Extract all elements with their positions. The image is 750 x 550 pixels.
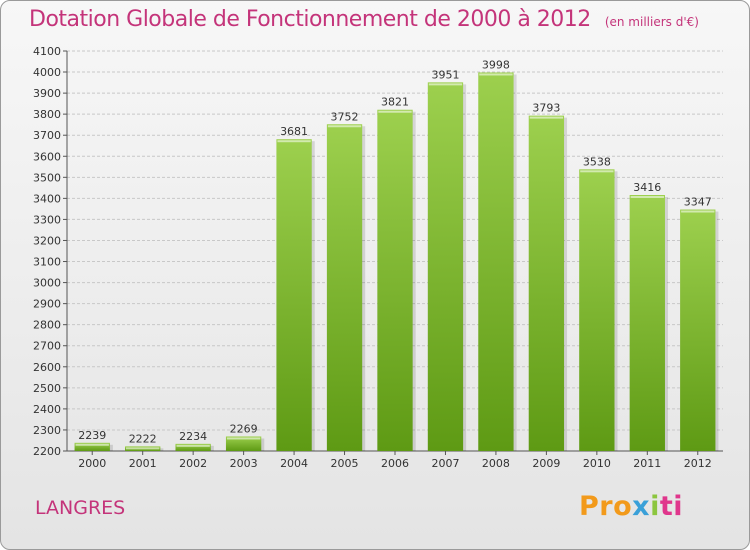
bar-value-label: 3347 xyxy=(684,196,712,209)
bar-value-label: 3998 xyxy=(482,58,510,71)
bar-value-label: 3951 xyxy=(431,68,459,81)
y-tick-label: 4100 xyxy=(33,45,61,58)
bar-highlight xyxy=(428,83,463,86)
y-tick-label: 3600 xyxy=(33,150,61,163)
chart-subtitle: (en milliers d'€) xyxy=(604,15,699,29)
bar-value-label: 3752 xyxy=(331,110,359,123)
x-tick-label: 2004 xyxy=(280,457,308,470)
bar xyxy=(326,124,363,452)
bar xyxy=(629,195,665,451)
x-tick-label: 2002 xyxy=(179,457,207,470)
bar-value-label: 3538 xyxy=(583,155,611,168)
x-tick-label: 2009 xyxy=(532,457,560,470)
bar-value-label: 3681 xyxy=(280,125,308,138)
bar-highlight xyxy=(681,210,715,213)
y-tick-label: 2700 xyxy=(33,340,61,353)
bar-highlight xyxy=(378,110,412,113)
bar xyxy=(528,115,565,451)
x-tick-label: 2001 xyxy=(129,457,157,470)
x-tick-label: 2012 xyxy=(684,457,712,470)
x-tick-label: 2007 xyxy=(431,457,459,470)
x-tick-label: 2005 xyxy=(331,457,359,470)
bar-value-label: 3821 xyxy=(381,96,409,109)
bar xyxy=(377,109,413,451)
bar-value-label: 2269 xyxy=(230,422,258,435)
bar xyxy=(74,442,110,451)
x-tick-label: 2006 xyxy=(381,457,409,470)
bar-highlight xyxy=(277,140,311,143)
bars: 2239 2222 2234 2269 3681 3752 3821 3951 3998 3793… xyxy=(74,58,719,452)
bar-highlight xyxy=(630,196,664,198)
logo-part-2: x xyxy=(632,491,651,522)
bar-highlight xyxy=(327,125,362,128)
y-tick-label: 4000 xyxy=(33,66,61,79)
logo-part-4: ti xyxy=(659,491,684,522)
proxiti-logo: Proxiti xyxy=(579,491,683,522)
x-tick-label: 2000 xyxy=(78,457,106,470)
y-tick-label: 3900 xyxy=(33,87,61,100)
bar xyxy=(175,443,211,451)
logo-part-3: i xyxy=(650,491,660,522)
y-tick-label: 2500 xyxy=(33,382,61,395)
y-tick-label: 2200 xyxy=(33,445,61,458)
y-tick-labels: 2200 2300 2400 2500 2600 2700 2800 2900 3000 3100… xyxy=(33,45,67,458)
bar-highlight xyxy=(529,116,564,119)
y-tick-label: 2400 xyxy=(33,403,61,416)
chart-title: Dotation Globale de Fonctionnement de 20… xyxy=(29,7,699,32)
bar xyxy=(680,209,716,451)
y-tick-label: 3700 xyxy=(33,129,61,142)
y-tick-label: 3800 xyxy=(33,108,61,121)
bar-highlight xyxy=(479,73,513,76)
bar xyxy=(579,169,615,451)
y-tick-label: 3500 xyxy=(33,171,61,184)
bar-highlight xyxy=(176,444,210,447)
bar-value-label: 2239 xyxy=(78,429,106,442)
bar xyxy=(276,139,312,452)
bar-value-label: 2222 xyxy=(129,432,157,445)
bar-value-label: 2234 xyxy=(179,430,207,443)
x-tick-label: 2008 xyxy=(482,457,510,470)
bar-highlight xyxy=(580,170,614,173)
y-tick-label: 2900 xyxy=(33,298,61,311)
logo-part-1: Pro xyxy=(579,491,633,522)
commune-name: LANGRES xyxy=(35,497,126,519)
bar-value-label: 3416 xyxy=(633,181,661,194)
y-tick-label: 3000 xyxy=(33,277,61,290)
x-tick-label: 2011 xyxy=(633,457,661,470)
y-tick-label: 2600 xyxy=(33,361,61,374)
bar-highlight xyxy=(226,437,261,440)
y-tick-label: 2800 xyxy=(33,319,61,332)
bar xyxy=(478,72,514,451)
y-tick-label: 2300 xyxy=(33,424,61,437)
chart-title-text: Dotation Globale de Fonctionnement de 20… xyxy=(29,7,591,32)
bar-highlight xyxy=(126,447,160,450)
y-tick-label: 3300 xyxy=(33,213,61,226)
x-tick-label: 2003 xyxy=(230,457,258,470)
y-tick-label: 3400 xyxy=(33,192,61,205)
bar xyxy=(427,82,464,452)
x-tick-label: 2010 xyxy=(583,457,611,470)
y-tick-label: 3100 xyxy=(33,256,61,269)
y-tick-label: 3200 xyxy=(33,234,61,247)
x-tick-labels: 2000 2001 2002 2003 2004 2005 2006 2007 2008 2009… xyxy=(78,451,712,470)
bar-highlight xyxy=(75,443,109,446)
bar-value-label: 3793 xyxy=(532,102,560,115)
bar xyxy=(225,436,262,451)
